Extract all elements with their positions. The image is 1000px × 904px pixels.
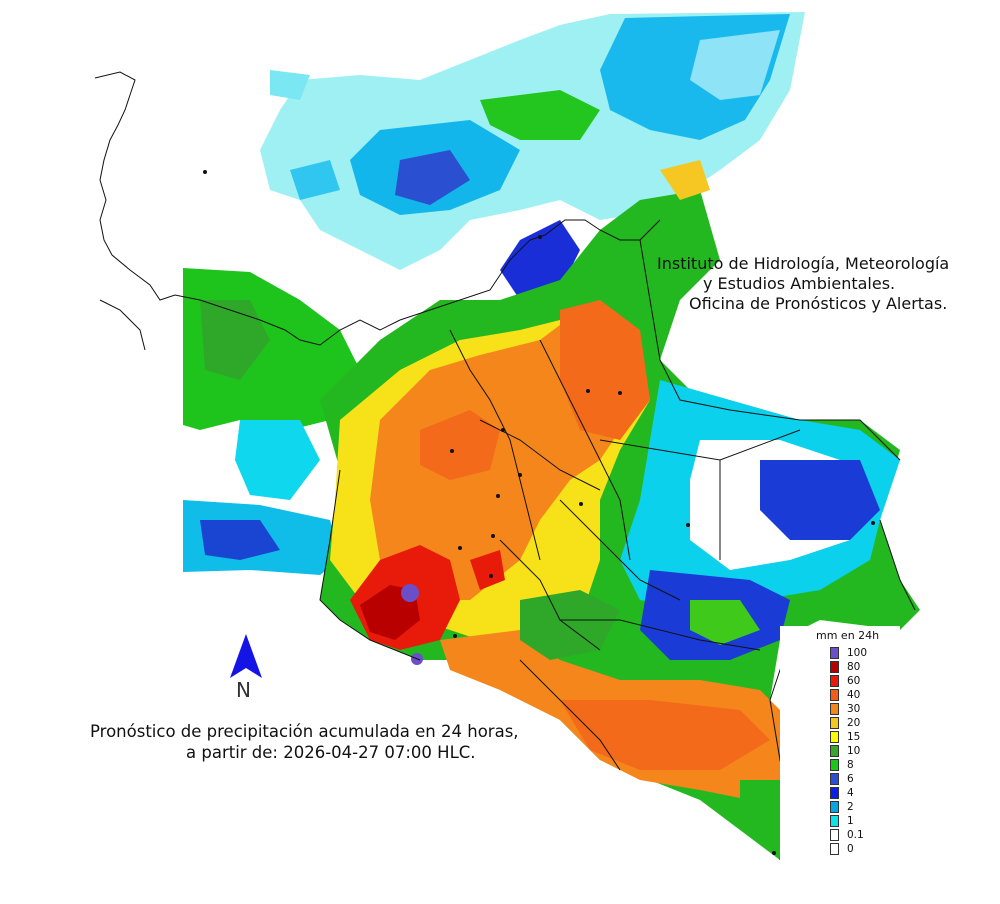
legend-label: 60: [847, 675, 861, 687]
legend-swatch: [830, 731, 839, 743]
legend-label: 1: [847, 815, 854, 827]
legend-label: 80: [847, 661, 861, 673]
legend-label: 0: [847, 843, 854, 855]
legend-swatch: [830, 675, 839, 687]
legend-title: mm en 24h: [816, 629, 880, 642]
caption-line-1: Pronóstico de precipitación acumulada en…: [90, 722, 519, 741]
north-arrow-icon: [230, 634, 262, 678]
legend-label: 15: [847, 731, 861, 743]
legend-swatch: [830, 717, 839, 729]
legend-swatch: [830, 843, 839, 855]
institution-line-2: y Estudios Ambientales.: [703, 274, 896, 293]
legend-swatch: [830, 661, 839, 673]
legend-label: 6: [847, 773, 854, 785]
legend-label: 2: [847, 801, 854, 813]
legend-swatch: [830, 787, 839, 799]
legend-label: 30: [847, 703, 861, 715]
legend-label: 4: [847, 787, 854, 799]
pacific-precipitation-field: [183, 268, 360, 575]
legend-label: 40: [847, 689, 861, 701]
legend-swatch: [830, 689, 839, 701]
legend-swatch: [830, 801, 839, 813]
legend: mm en 24h 100 80 60 40 30 20 15 10 8 6 4 2 1 0.1 0: [780, 626, 900, 862]
north-label: N: [236, 678, 251, 702]
legend-swatch: [830, 647, 839, 659]
legend-label: 8: [847, 759, 854, 771]
legend-swatch: [830, 759, 839, 771]
legend-swatch: [830, 703, 839, 715]
city-markers: [203, 170, 875, 855]
caption-line-2: a partir de: 2026-04-27 07:00 HLC.: [186, 743, 476, 762]
legend-swatch: [830, 773, 839, 785]
institution-line-3: Oficina de Pronósticos y Alertas.: [689, 294, 948, 313]
institution-line-1: Instituto de Hidrología, Meteorología: [657, 254, 950, 273]
legend-label: 20: [847, 717, 861, 729]
legend-swatch: [830, 745, 839, 757]
legend-swatch: [830, 829, 839, 841]
legend-label: 10: [847, 745, 861, 757]
legend-label: 0.1: [847, 829, 864, 841]
legend-swatch: [830, 815, 839, 827]
caribbean-precipitation-field: [260, 12, 805, 300]
legend-label: 100: [847, 647, 868, 659]
colombia-precipitation-field: [320, 160, 920, 860]
